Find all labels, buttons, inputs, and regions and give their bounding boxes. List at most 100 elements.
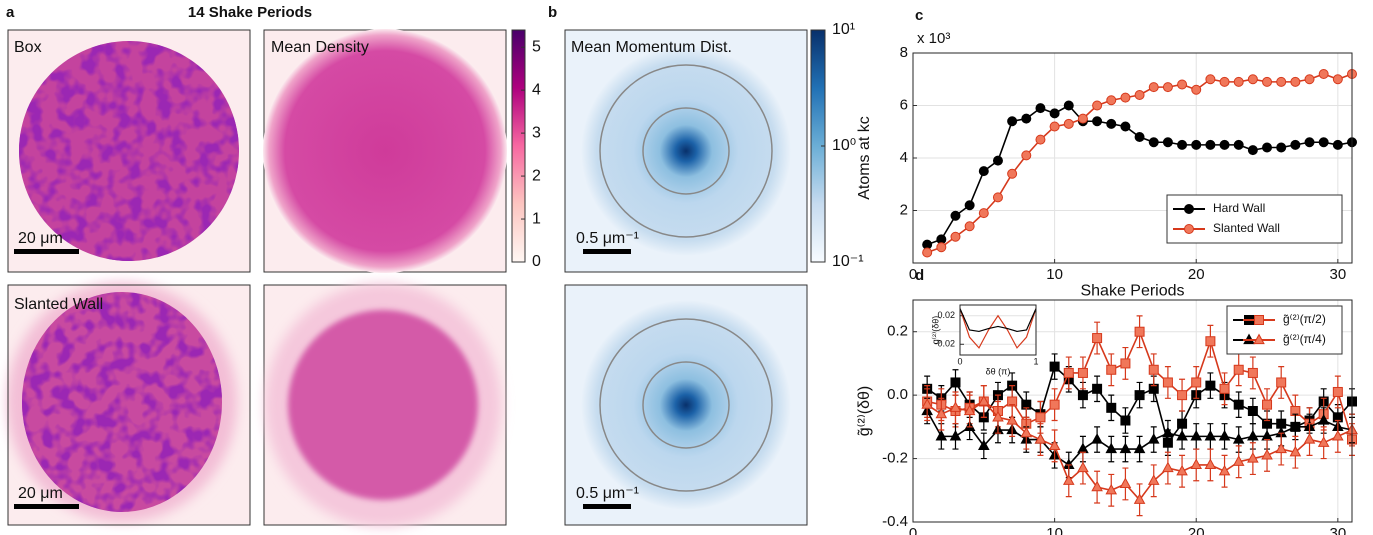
legend-label: g̃⁽²⁾(π/2) — [1283, 312, 1326, 326]
image-label: Slanted Wall — [14, 296, 103, 313]
y-tick-label: 0.0 — [887, 386, 908, 403]
marker — [1177, 390, 1188, 401]
colorbar-tick-label: 4 — [532, 81, 541, 98]
y-tick-label: -0.02 — [934, 339, 955, 349]
marker — [1063, 367, 1074, 378]
marker — [1077, 390, 1088, 401]
marker — [1134, 326, 1145, 337]
marker — [978, 208, 989, 219]
marker — [1049, 121, 1060, 132]
marker — [1021, 150, 1032, 161]
marker — [936, 242, 947, 253]
marker — [1332, 429, 1344, 441]
marker — [935, 407, 948, 419]
marker — [1077, 367, 1088, 378]
series-line — [959, 308, 1037, 349]
marker — [1318, 69, 1329, 79]
colorbar-tick-label: 0 — [532, 253, 541, 270]
marker — [1105, 442, 1118, 454]
marker — [950, 231, 961, 242]
marker — [1262, 76, 1273, 87]
marker — [1262, 399, 1273, 410]
y-multiplier: x 10³ — [917, 30, 950, 47]
legend — [1166, 194, 1343, 244]
y-tick-label: 8 — [900, 44, 908, 61]
y-tick-label: 0.2 — [887, 323, 908, 340]
marker — [1332, 139, 1343, 150]
marker — [1247, 74, 1258, 85]
marker — [1048, 439, 1061, 450]
marker — [1204, 458, 1217, 470]
marker — [1147, 474, 1160, 485]
marker — [978, 395, 990, 406]
marker — [1092, 100, 1103, 111]
marker — [1247, 429, 1259, 441]
y-tick-label: 2 — [900, 201, 908, 218]
marker — [1077, 461, 1089, 473]
marker — [1289, 445, 1302, 457]
marker — [992, 192, 1003, 203]
colorbar-tick-label: 2 — [532, 167, 541, 184]
marker — [950, 210, 961, 221]
marker — [1205, 139, 1216, 150]
marker — [1233, 76, 1244, 87]
marker — [992, 155, 1003, 166]
marker — [1205, 336, 1216, 347]
marker — [1035, 103, 1046, 114]
panel-label: c — [915, 7, 923, 24]
legend-marker — [1184, 224, 1194, 234]
marker — [1133, 442, 1146, 454]
marker — [949, 401, 962, 412]
colorbar-tick-label: 10⁻¹ — [832, 253, 864, 270]
marker — [1275, 442, 1287, 454]
marker — [1049, 399, 1060, 410]
marker — [1247, 367, 1258, 378]
x-tick-label: 20 — [1188, 266, 1205, 283]
colorbar — [511, 29, 526, 263]
marker — [1204, 429, 1217, 441]
marker — [1318, 137, 1329, 148]
marker — [1276, 377, 1287, 388]
y-axis-label: g⁽²⁾(δθ) — [930, 316, 940, 344]
y-tick-label: 6 — [900, 96, 908, 113]
marker — [1247, 452, 1259, 463]
marker — [1007, 116, 1018, 127]
marker — [1148, 82, 1159, 93]
panel-label: b — [548, 4, 557, 21]
legend-label: Hard Wall — [1213, 201, 1265, 215]
y-axis-label: g̃⁽²⁾(δθ) — [856, 386, 873, 437]
marker — [1063, 100, 1074, 111]
marker — [1134, 390, 1145, 401]
marker — [1106, 118, 1117, 129]
marker — [1049, 108, 1060, 119]
scale-bar — [583, 249, 631, 254]
marker — [1191, 84, 1202, 95]
marker — [1120, 415, 1131, 426]
marker — [1176, 464, 1188, 476]
scale-bar — [14, 504, 79, 509]
plot-frame — [912, 52, 1353, 264]
legend-marker — [1253, 333, 1265, 345]
marker — [1120, 121, 1131, 132]
image-momentum — [564, 29, 808, 273]
marker — [1303, 433, 1316, 444]
marker — [921, 398, 933, 409]
marker — [1317, 414, 1330, 425]
x-tick-label: 0 — [909, 266, 917, 283]
marker — [935, 429, 948, 441]
marker — [1177, 139, 1188, 150]
image-box — [7, 29, 251, 273]
marker — [1106, 95, 1117, 106]
marker — [922, 247, 933, 258]
marker — [1147, 433, 1160, 444]
marker — [1034, 433, 1047, 444]
image-label: Mean Momentum Dist. — [571, 39, 732, 56]
marker — [1007, 168, 1018, 179]
marker — [1120, 92, 1131, 103]
image-slanted — [7, 282, 251, 526]
marker — [978, 166, 989, 177]
x-tick-label: 10 — [1046, 266, 1063, 283]
scale-bar-label: 20 μm — [18, 485, 63, 502]
marker — [1304, 74, 1315, 85]
marker — [1091, 433, 1103, 444]
